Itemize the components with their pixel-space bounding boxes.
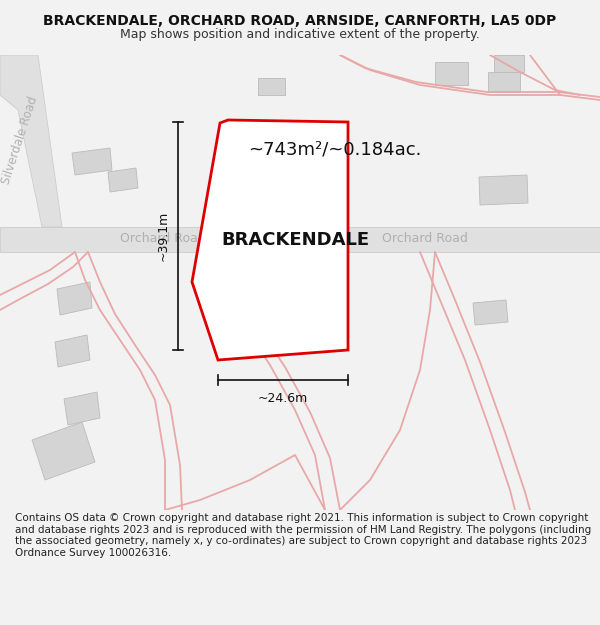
Text: Orchard Road: Orchard Road	[120, 232, 206, 246]
Polygon shape	[223, 270, 258, 295]
Polygon shape	[494, 55, 524, 72]
Polygon shape	[226, 168, 268, 195]
Text: ~24.6m: ~24.6m	[258, 391, 308, 404]
Polygon shape	[192, 120, 348, 360]
Polygon shape	[226, 316, 258, 340]
Polygon shape	[0, 55, 62, 227]
Text: BRACKENDALE: BRACKENDALE	[221, 231, 369, 249]
Polygon shape	[0, 227, 600, 252]
Text: Orchard Road: Orchard Road	[382, 232, 468, 246]
Text: Silverdale Road: Silverdale Road	[0, 94, 40, 186]
Polygon shape	[108, 168, 138, 192]
Polygon shape	[64, 392, 100, 425]
Text: BRACKENDALE, ORCHARD ROAD, ARNSIDE, CARNFORTH, LA5 0DP: BRACKENDALE, ORCHARD ROAD, ARNSIDE, CARN…	[43, 14, 557, 28]
Polygon shape	[488, 72, 520, 92]
Text: ~743m²/~0.184ac.: ~743m²/~0.184ac.	[248, 141, 421, 159]
Polygon shape	[473, 300, 508, 325]
Text: ~39.1m: ~39.1m	[157, 211, 170, 261]
Polygon shape	[57, 282, 92, 315]
Polygon shape	[32, 422, 95, 480]
Polygon shape	[435, 62, 468, 85]
Polygon shape	[258, 78, 285, 95]
Text: Contains OS data © Crown copyright and database right 2021. This information is : Contains OS data © Crown copyright and d…	[15, 513, 591, 558]
Polygon shape	[296, 176, 338, 200]
Polygon shape	[479, 175, 528, 205]
Polygon shape	[72, 148, 112, 175]
Text: Map shows position and indicative extent of the property.: Map shows position and indicative extent…	[120, 28, 480, 41]
Polygon shape	[55, 335, 90, 367]
